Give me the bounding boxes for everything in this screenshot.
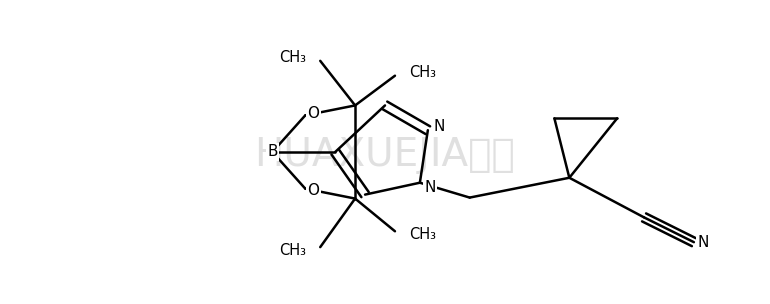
Text: B: B bbox=[267, 144, 278, 160]
Text: O: O bbox=[307, 106, 320, 121]
Text: CH₃: CH₃ bbox=[409, 65, 436, 80]
Text: CH₃: CH₃ bbox=[280, 243, 306, 257]
Text: N: N bbox=[433, 119, 444, 134]
Text: HUAXUEJIA化学: HUAXUEJIA化学 bbox=[255, 136, 515, 174]
Text: CH₃: CH₃ bbox=[409, 227, 436, 242]
Text: N: N bbox=[697, 235, 708, 250]
Text: CH₃: CH₃ bbox=[280, 50, 306, 65]
Text: N: N bbox=[424, 180, 436, 195]
Text: O: O bbox=[307, 183, 320, 198]
